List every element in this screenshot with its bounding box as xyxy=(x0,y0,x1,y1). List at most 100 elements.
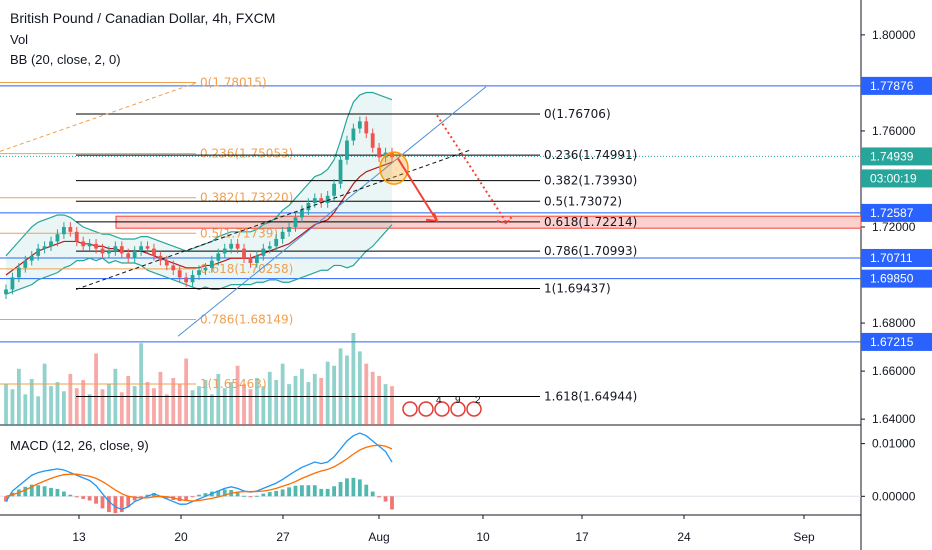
economic-event-icon[interactable] xyxy=(450,401,466,417)
time-tick-label: 17 xyxy=(575,530,589,544)
volume-bar xyxy=(16,368,21,425)
fib-right-label: 0.382(1.73930) xyxy=(544,174,637,188)
candle-body[interactable] xyxy=(293,217,298,228)
candle-body[interactable] xyxy=(364,121,369,134)
trendline-blue[interactable] xyxy=(177,86,487,337)
candle-body[interactable] xyxy=(274,239,279,247)
candle-body[interactable] xyxy=(332,183,336,196)
volume-bar xyxy=(126,375,131,425)
candle-body[interactable] xyxy=(68,227,73,232)
candle-body[interactable] xyxy=(94,243,98,249)
candle-body[interactable] xyxy=(126,253,131,259)
price-tag-box[interactable] xyxy=(861,269,932,288)
price-tick-label: 1.80000 xyxy=(872,28,916,42)
candle-body[interactable] xyxy=(55,234,60,242)
candle-body[interactable] xyxy=(49,241,53,247)
arrow-down-solid[interactable] xyxy=(397,158,438,222)
candle-body[interactable] xyxy=(370,133,375,148)
candle-body[interactable] xyxy=(209,260,214,268)
fib-left-label: 0(1.78015) xyxy=(200,76,267,90)
macd-histogram-bar xyxy=(383,496,388,502)
price-tick-label: 1.72000 xyxy=(872,220,916,234)
economic-event-icon[interactable] xyxy=(434,401,450,417)
candle-body[interactable] xyxy=(351,128,356,141)
candle-body[interactable] xyxy=(107,251,111,254)
candle-body[interactable] xyxy=(216,253,221,261)
candle-body[interactable] xyxy=(235,243,240,249)
candle-body[interactable] xyxy=(377,147,382,158)
price-tag-box[interactable] xyxy=(861,332,932,351)
candle-body[interactable] xyxy=(280,231,285,240)
macd-histogram-bar xyxy=(364,484,369,497)
arrow-down-dotted[interactable] xyxy=(436,114,508,224)
candle-body[interactable] xyxy=(164,260,169,266)
fib-right-label: 0.786(1.70993) xyxy=(544,244,637,258)
candle-body[interactable] xyxy=(119,246,124,254)
candle-body[interactable] xyxy=(248,258,253,264)
fib-left-label: 0.5(1.71739) xyxy=(200,226,278,240)
candle-body[interactable] xyxy=(145,246,150,249)
candle-body[interactable] xyxy=(287,227,291,232)
candle-body[interactable] xyxy=(177,270,182,278)
price-tag-box[interactable] xyxy=(861,248,932,267)
fibonacci-layer[interactable]: 0(1.78015) 0.236(1.75053) 0.382(1.73220) 0.… xyxy=(0,76,637,404)
candle-body[interactable] xyxy=(10,277,15,290)
candle-body[interactable] xyxy=(300,210,304,218)
candle-body[interactable] xyxy=(255,255,259,264)
candle-body[interactable] xyxy=(100,248,105,254)
candle-body[interactable] xyxy=(229,243,234,249)
candles-layer[interactable] xyxy=(4,116,394,300)
candle-body[interactable] xyxy=(184,277,189,283)
macd-histogram-bar xyxy=(4,496,8,502)
candle-body[interactable] xyxy=(190,275,195,283)
candle-body[interactable] xyxy=(171,265,176,271)
volume-bar xyxy=(242,384,246,425)
candle-body[interactable] xyxy=(87,243,92,247)
candle-body[interactable] xyxy=(197,270,201,276)
candle-body[interactable] xyxy=(338,159,343,184)
macd-histogram-bar xyxy=(55,488,60,497)
macd-histogram-bar xyxy=(184,496,189,500)
candle-body[interactable] xyxy=(132,251,137,259)
axis-layer[interactable]: 1.80000 1.76000 1.72000 1.68000 1.66000 1.640… xyxy=(72,28,932,544)
price-tag-box[interactable] xyxy=(861,169,932,188)
volume-bar xyxy=(338,348,343,425)
candle-body[interactable] xyxy=(357,121,362,129)
candle-body[interactable] xyxy=(242,248,246,259)
candle-body[interactable] xyxy=(306,202,311,211)
candle-body[interactable] xyxy=(261,248,266,256)
candle-body[interactable] xyxy=(36,248,41,256)
candle-body[interactable] xyxy=(267,246,272,249)
volume-bar xyxy=(203,380,208,425)
candle-body[interactable] xyxy=(158,255,163,261)
candle-body[interactable] xyxy=(325,195,330,203)
price-tag-box[interactable] xyxy=(861,76,932,95)
economic-event-icon[interactable] xyxy=(402,401,418,417)
candle-body[interactable] xyxy=(29,255,34,261)
candle-body[interactable] xyxy=(139,246,143,252)
candle-body[interactable] xyxy=(4,289,8,295)
candle-body[interactable] xyxy=(222,248,227,254)
candle-body[interactable] xyxy=(345,140,349,160)
drawings-layer[interactable]: 4 9 2 xyxy=(0,82,513,417)
candle-body[interactable] xyxy=(319,198,324,203)
economic-event-icon[interactable] xyxy=(466,401,482,417)
candle-body[interactable] xyxy=(152,248,156,256)
candle-body[interactable] xyxy=(390,152,394,158)
price-tag-label: 1.74939 xyxy=(870,149,914,163)
economic-event-icon[interactable] xyxy=(418,401,434,417)
candle-body[interactable] xyxy=(203,267,208,271)
price-tag-box[interactable] xyxy=(861,147,932,166)
candle-body[interactable] xyxy=(62,227,66,235)
candle-body[interactable] xyxy=(42,246,47,249)
price-tag-box[interactable] xyxy=(861,203,932,222)
candle-body[interactable] xyxy=(74,231,79,242)
macd-histogram-bar xyxy=(293,485,298,497)
candle-body[interactable] xyxy=(16,267,21,278)
candle-body[interactable] xyxy=(312,198,317,203)
candle-body[interactable] xyxy=(113,246,118,252)
highlight-circle[interactable] xyxy=(379,151,409,185)
candle-body[interactable] xyxy=(23,260,28,268)
candle-body[interactable] xyxy=(81,241,86,247)
